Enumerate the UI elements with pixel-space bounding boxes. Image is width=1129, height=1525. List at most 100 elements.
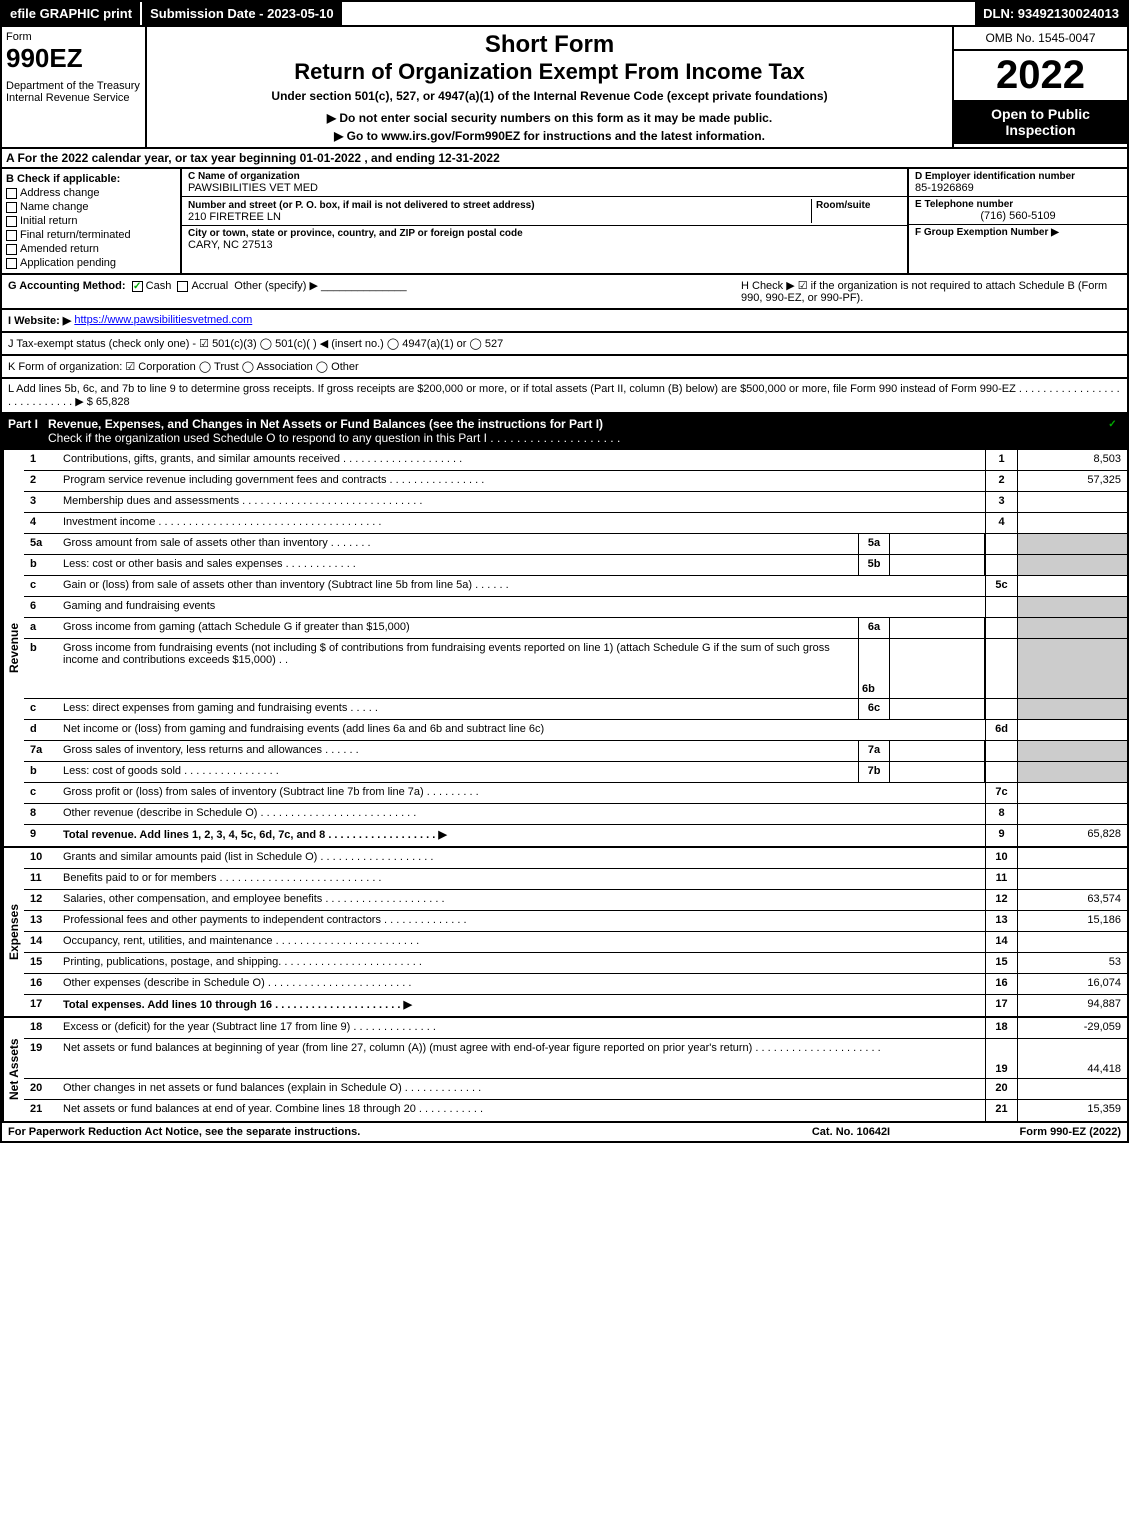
section-e: E Telephone number (716) 560-5109: [909, 197, 1127, 225]
org-name-row: C Name of organization PAWSIBILITIES VET…: [182, 169, 907, 197]
section-b-label: B Check if applicable:: [6, 173, 176, 185]
open-inspection: Open to Public Inspection: [954, 100, 1127, 144]
line13-val: 15,186: [1017, 911, 1127, 931]
street-label: Number and street (or P. O. box, if mail…: [188, 200, 535, 211]
line14-val: [1017, 932, 1127, 952]
line15-val: 53: [1017, 953, 1127, 973]
line17-val: 94,887: [1017, 995, 1127, 1016]
form-ref: Form 990-EZ (2022): [951, 1126, 1121, 1138]
omb-number: OMB No. 1545-0047: [954, 27, 1127, 51]
part1-header: Part I Revenue, Expenses, and Changes in…: [0, 414, 1129, 450]
chk-accrual[interactable]: [177, 281, 188, 292]
line5a-val: [890, 534, 985, 554]
line21-val: 15,359: [1017, 1100, 1127, 1121]
revenue-label: Revenue: [2, 450, 24, 846]
section-c: C Name of organization PAWSIBILITIES VET…: [182, 169, 907, 273]
line7c-val: [1017, 783, 1127, 803]
submission-date: Submission Date - 2023-05-10: [140, 2, 342, 25]
chk-application-pending[interactable]: Application pending: [6, 257, 176, 269]
ein: 85-1926869: [915, 182, 1121, 194]
section-j: J Tax-exempt status (check only one) - ☑…: [0, 333, 1129, 356]
footer: For Paperwork Reduction Act Notice, see …: [0, 1123, 1129, 1143]
line5b-val: [890, 555, 985, 575]
chk-address-change[interactable]: Address change: [6, 187, 176, 199]
form-number: 990EZ: [6, 43, 141, 74]
org-name-label: C Name of organization: [188, 171, 901, 182]
tax-year: 2022: [954, 51, 1127, 100]
line6c-val: [890, 699, 985, 719]
form-header: Form 990EZ Department of the Treasury In…: [0, 27, 1129, 149]
part1-title: Revenue, Expenses, and Changes in Net As…: [48, 417, 1101, 445]
section-b: B Check if applicable: Address change Na…: [2, 169, 182, 273]
section-def: D Employer identification number 85-1926…: [907, 169, 1127, 273]
chk-final-return[interactable]: Final return/terminated: [6, 229, 176, 241]
phone-label: E Telephone number: [915, 199, 1121, 210]
row-i: I Website: ▶ https://www.pawsibilitiesve…: [0, 310, 1129, 333]
room-label: Room/suite: [816, 200, 870, 211]
ssn-warning: ▶ Do not enter social security numbers o…: [151, 111, 948, 125]
expenses-table: 10Grants and similar amounts paid (list …: [24, 848, 1127, 1016]
line19-val: 44,418: [1017, 1039, 1127, 1078]
line10-val: [1017, 848, 1127, 868]
city: CARY, NC 27513: [188, 239, 901, 251]
line1-val: 8,503: [1017, 450, 1127, 470]
cat-no: Cat. No. 10642I: [751, 1126, 951, 1138]
street-row: Number and street (or P. O. box, if mail…: [182, 197, 907, 226]
expenses-section: Expenses 10Grants and similar amounts pa…: [0, 848, 1129, 1018]
line6b-val: [890, 639, 985, 698]
info-grid: B Check if applicable: Address change Na…: [0, 169, 1129, 275]
form-label: Form: [6, 31, 141, 43]
website-link[interactable]: https://www.pawsibilitiesvetmed.com: [74, 314, 252, 327]
section-d: D Employer identification number 85-1926…: [909, 169, 1127, 197]
section-f: F Group Exemption Number ▶: [909, 225, 1127, 240]
line12-val: 63,574: [1017, 890, 1127, 910]
group-exemption-label: F Group Exemption Number ▶: [915, 227, 1121, 238]
chk-amended-return[interactable]: Amended return: [6, 243, 176, 255]
short-form-label: Short Form: [151, 31, 948, 59]
revenue-section: Revenue 1Contributions, gifts, grants, a…: [0, 450, 1129, 848]
form-title: Return of Organization Exempt From Incom…: [151, 59, 948, 85]
section-h: H Check ▶ ☑ if the organization is not r…: [741, 279, 1121, 304]
paperwork-notice: For Paperwork Reduction Act Notice, see …: [8, 1126, 751, 1138]
line16-val: 16,074: [1017, 974, 1127, 994]
line3-val: [1017, 492, 1127, 512]
netassets-section: Net Assets 18Excess or (deficit) for the…: [0, 1018, 1129, 1123]
section-k: K Form of organization: ☑ Corporation ◯ …: [0, 356, 1129, 379]
spacer: [342, 2, 976, 25]
row-gh: G Accounting Method: Cash Accrual Other …: [0, 275, 1129, 310]
line18-val: -29,059: [1017, 1018, 1127, 1038]
line9-val: 65,828: [1017, 825, 1127, 846]
dln: DLN: 93492130024013: [975, 2, 1127, 25]
efile-label[interactable]: efile GRAPHIC print: [2, 2, 140, 25]
chk-cash[interactable]: [132, 281, 143, 292]
form-id-block: Form 990EZ Department of the Treasury In…: [2, 27, 147, 147]
line2-val: 57,325: [1017, 471, 1127, 491]
line7b-val: [890, 762, 985, 782]
part1-checkbox[interactable]: [1101, 417, 1121, 445]
department: Department of the Treasury Internal Reve…: [6, 80, 141, 104]
city-row: City or town, state or province, country…: [182, 226, 907, 253]
section-l: L Add lines 5b, 6c, and 7b to line 9 to …: [0, 379, 1129, 414]
expenses-label: Expenses: [2, 848, 24, 1016]
instructions-link[interactable]: ▶ Go to www.irs.gov/Form990EZ for instru…: [151, 129, 948, 143]
phone: (716) 560-5109: [915, 210, 1121, 222]
line20-val: [1017, 1079, 1127, 1099]
line4-val: [1017, 513, 1127, 533]
line7a-val: [890, 741, 985, 761]
line11-val: [1017, 869, 1127, 889]
chk-initial-return[interactable]: Initial return: [6, 215, 176, 227]
section-g: G Accounting Method: Cash Accrual Other …: [8, 279, 741, 304]
netassets-label: Net Assets: [2, 1018, 24, 1121]
section-a: A For the 2022 calendar year, or tax yea…: [0, 149, 1129, 169]
line6a-val: [890, 618, 985, 638]
city-label: City or town, state or province, country…: [188, 228, 901, 239]
top-bar: efile GRAPHIC print Submission Date - 20…: [0, 0, 1129, 27]
form-subtitle: Under section 501(c), 527, or 4947(a)(1)…: [151, 89, 948, 103]
ein-label: D Employer identification number: [915, 171, 1121, 182]
line6d-val: [1017, 720, 1127, 740]
line8-val: [1017, 804, 1127, 824]
form-year-block: OMB No. 1545-0047 2022 Open to Public In…: [952, 27, 1127, 147]
chk-name-change[interactable]: Name change: [6, 201, 176, 213]
netassets-table: 18Excess or (deficit) for the year (Subt…: [24, 1018, 1127, 1121]
revenue-table: 1Contributions, gifts, grants, and simil…: [24, 450, 1127, 846]
